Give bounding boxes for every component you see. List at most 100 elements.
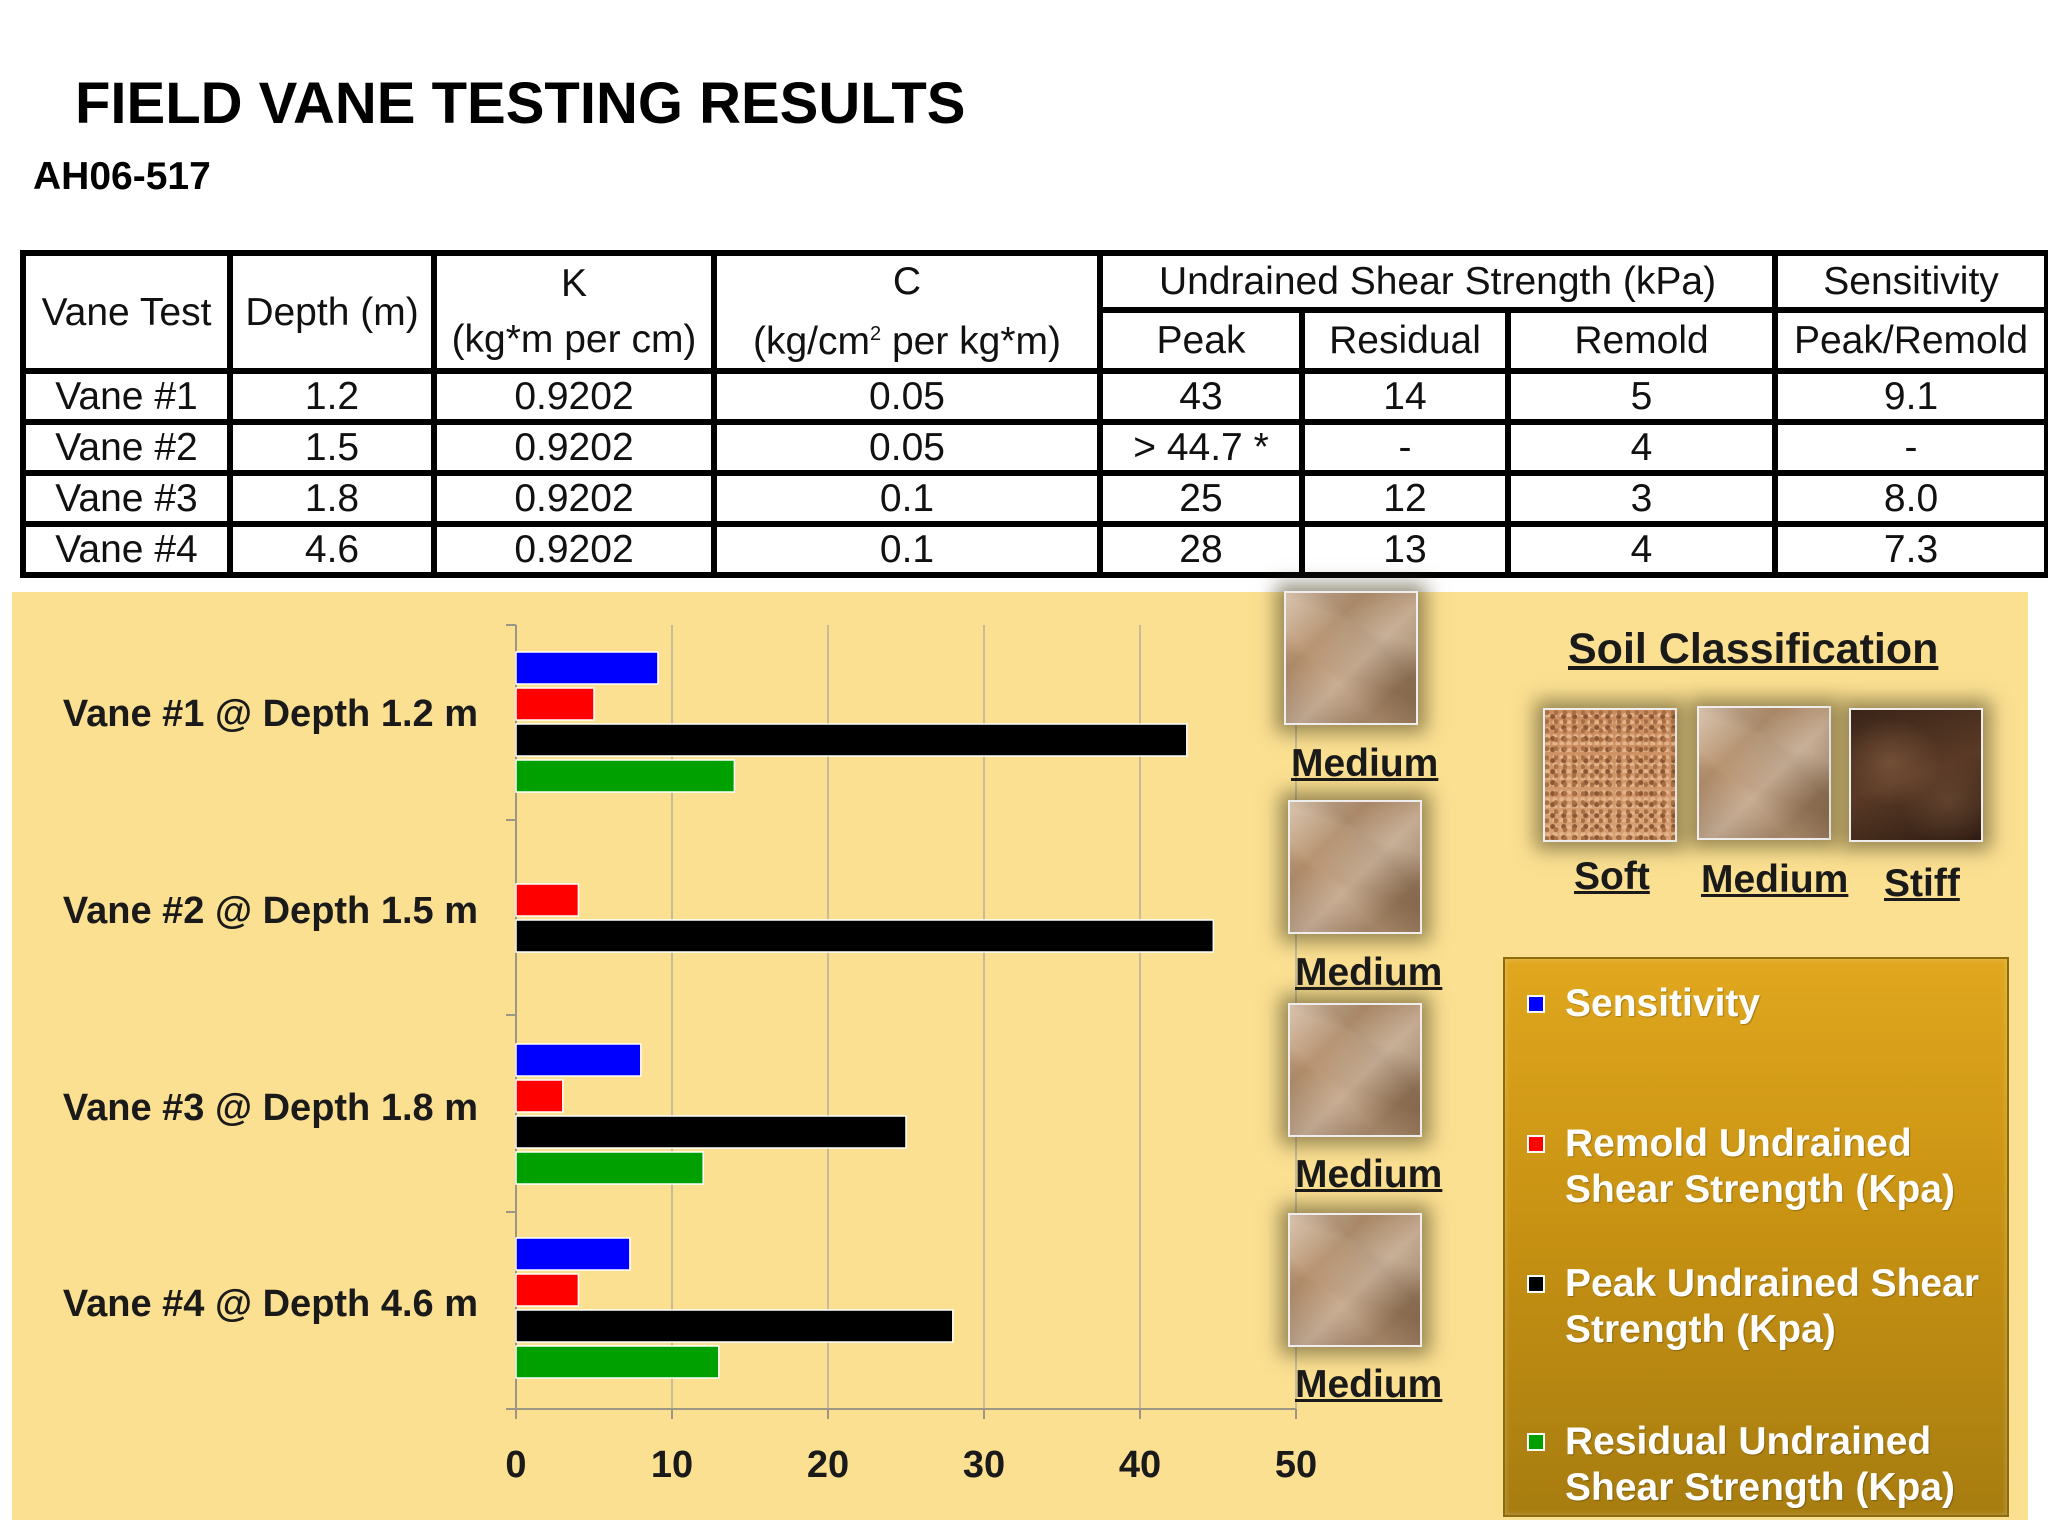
cell-k: 0.9202 (437, 374, 711, 419)
cell-k: 0.9202 (437, 527, 711, 572)
x-tick-label: 50 (1275, 1444, 1317, 1486)
bar (515, 651, 659, 685)
soft-label: Soft (1574, 855, 1650, 898)
bar (515, 723, 1188, 757)
cell-remold: 4 (1511, 425, 1773, 470)
cell-vane: Vane #1 (26, 374, 227, 419)
vane-1-soil-label: Medium (1291, 742, 1439, 785)
category-label: Vane #1 @ Depth 1.2 m (63, 693, 478, 735)
cell-depth: 1.2 (233, 374, 431, 419)
bar (515, 883, 580, 917)
header-vane-test: Vane Test (26, 256, 227, 368)
cell-peak: 43 (1103, 374, 1299, 419)
legend-swatch-red (1527, 1135, 1545, 1153)
cell-remold: 5 (1511, 374, 1773, 419)
medium-label: Medium (1701, 858, 1849, 901)
results-table: Vane Test Depth (m) K (kg*m per cm) C (k… (20, 250, 2048, 578)
header-c-unit-post: per kg*m) (881, 320, 1061, 363)
soft-soil-image (1543, 708, 1677, 842)
header-undrained-shear-strength: Undrained Shear Strength (kPa) (1103, 256, 1773, 307)
borehole-id: AH06-517 (33, 155, 211, 198)
legend-label: Peak Undrained Shear Strength (Kpa) (1565, 1262, 1979, 1351)
legend-swatch-green (1527, 1433, 1545, 1451)
cell-depth: 1.5 (233, 425, 431, 470)
legend-label: Residual Undrained Shear Strength (Kpa) (1565, 1420, 1956, 1509)
bar (515, 1115, 907, 1149)
soil-classification-title: Soil Classification (1568, 625, 1939, 673)
bar (515, 1043, 642, 1077)
table-row: Vane #2 1.5 0.9202 0.05 > 44.7 * - 4 - (26, 425, 2045, 470)
x-tick-label: 10 (651, 1444, 693, 1486)
cell-residual: 12 (1305, 476, 1505, 521)
legend-swatch-blue (1527, 995, 1545, 1013)
cell-peak: 28 (1103, 527, 1299, 572)
vane-3-soil-label: Medium (1295, 1153, 1443, 1196)
vane-4-soil-label: Medium (1295, 1363, 1443, 1406)
bar (515, 687, 595, 721)
header-c-unit-pre: (kg/cm (752, 320, 870, 363)
vane-1-medium-soil-image (1284, 591, 1418, 725)
table-row: Vane #1 1.2 0.9202 0.05 43 14 5 9.1 (26, 374, 2045, 419)
cell-depth: 4.6 (233, 527, 431, 572)
header-c-unit: (kg/cm2 per kg*m) (753, 320, 1061, 363)
vane-2-soil-label: Medium (1295, 951, 1443, 994)
header-c-symbol: C (892, 260, 922, 303)
legend-label: Sensitivity (1565, 982, 1761, 1025)
table-row: Vane #3 1.8 0.9202 0.1 25 12 3 8.0 (26, 476, 2045, 521)
stiff-soil-image (1849, 708, 1983, 842)
medium-soil-image (1697, 706, 1831, 840)
legend-label: Remold Undrained Shear Strength (Kpa) (1565, 1122, 1956, 1211)
header-k-unit: (kg*m per cm) (451, 318, 697, 361)
chart-legend: Sensitivity Remold Undrained Shear Stren… (1503, 957, 2009, 1517)
stiff-label: Stiff (1884, 862, 1960, 905)
cell-sensitivity: 7.3 (1778, 527, 2045, 572)
header-k-symbol: K (560, 262, 587, 305)
cell-sensitivity: 8.0 (1778, 476, 2045, 521)
header-c-unit-sup: 2 (869, 323, 882, 345)
header-peak: Peak (1103, 312, 1299, 368)
header-depth: Depth (m) (233, 256, 431, 368)
vane-3-medium-soil-image (1288, 1003, 1422, 1137)
header-k: K (kg*m per cm) (437, 256, 711, 368)
header-peak-remold: Peak/Remold (1778, 312, 2045, 368)
bar (515, 1237, 631, 1271)
cell-c: 0.1 (717, 476, 1097, 521)
category-label: Vane #2 @ Depth 1.5 m (63, 890, 478, 932)
bar (515, 1309, 954, 1343)
cell-c: 0.1 (717, 527, 1097, 572)
vane-2-medium-soil-image (1288, 800, 1422, 934)
cell-residual: 13 (1305, 527, 1505, 572)
cell-peak: > 44.7 * (1103, 425, 1299, 470)
header-c: C (kg/cm2 per kg*m) (717, 256, 1097, 368)
cell-residual: 14 (1305, 374, 1505, 419)
x-tick-label: 0 (505, 1444, 526, 1486)
cell-c: 0.05 (717, 374, 1097, 419)
cell-sensitivity: - (1778, 425, 2045, 470)
bar (515, 919, 1215, 953)
cell-c: 0.05 (717, 425, 1097, 470)
header-remold: Remold (1511, 312, 1773, 368)
x-tick-label: 30 (963, 1444, 1005, 1486)
cell-peak: 25 (1103, 476, 1299, 521)
vane-4-medium-soil-image (1288, 1213, 1422, 1347)
bar (515, 1079, 564, 1113)
bar (515, 1345, 720, 1379)
bar (515, 759, 736, 793)
bar (515, 1273, 580, 1307)
cell-residual: - (1305, 425, 1505, 470)
x-tick-label: 20 (807, 1444, 849, 1486)
table-row: Vane #4 4.6 0.9202 0.1 28 13 4 7.3 (26, 527, 2045, 572)
header-residual: Residual (1305, 312, 1505, 368)
category-label: Vane #3 @ Depth 1.8 m (63, 1087, 478, 1129)
cell-vane: Vane #2 (26, 425, 227, 470)
cell-vane: Vane #4 (26, 527, 227, 572)
legend-swatch-black (1527, 1275, 1545, 1293)
header-sensitivity: Sensitivity (1778, 256, 2045, 307)
bar (515, 1151, 704, 1185)
cell-remold: 4 (1511, 527, 1773, 572)
cell-remold: 3 (1511, 476, 1773, 521)
cell-k: 0.9202 (437, 476, 711, 521)
category-label: Vane #4 @ Depth 4.6 m (63, 1283, 478, 1325)
cell-vane: Vane #3 (26, 476, 227, 521)
